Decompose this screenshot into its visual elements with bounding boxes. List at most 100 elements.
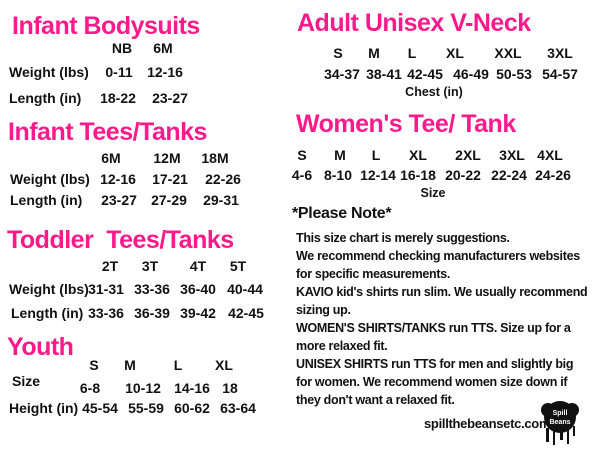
logo-splat-icon: Spill Beans	[541, 401, 579, 445]
size-header: M	[124, 357, 136, 373]
womens-shirts-label: WOMEN'S SHIRTS/TANKS	[296, 321, 446, 335]
note-line: more relaxed fit.	[296, 339, 388, 353]
website-link[interactable]: spillthebeansetc.com	[424, 416, 551, 431]
cell: 46-49	[453, 66, 489, 82]
cell: 0-11	[105, 64, 133, 80]
cell: 40-44	[227, 281, 263, 297]
size-header: 2T	[101, 258, 119, 274]
cell: 27-29	[151, 192, 187, 208]
cell: 23-27	[152, 90, 188, 106]
size-header: 12M	[153, 150, 181, 166]
note-line: they don't want a relaxed fit.	[296, 393, 455, 407]
cell: 12-14	[360, 167, 396, 183]
size-header: 3XL	[547, 45, 573, 61]
size-header: M	[368, 45, 380, 61]
cell: 63-64	[220, 400, 256, 416]
size-header: 18M	[201, 150, 229, 166]
svg-text:Beans: Beans	[549, 419, 570, 426]
size-header: 6M	[153, 40, 173, 56]
cell: 36-39	[134, 305, 170, 321]
size-header: M	[334, 147, 346, 163]
size-header: S	[297, 147, 307, 163]
svg-text:Spill: Spill	[553, 410, 568, 417]
cell: 22-24	[491, 167, 527, 183]
size-header: L	[371, 147, 381, 163]
row-label: Weight (lbs)	[9, 281, 89, 297]
cell: 4-6	[291, 167, 313, 183]
row-label: Length (in)	[9, 90, 82, 106]
row-label: Length (in)	[11, 305, 84, 321]
size-header: S	[333, 45, 343, 61]
note-text: run TTS. Size up for a	[445, 321, 571, 335]
youth-title: Youth	[7, 333, 74, 361]
cell: 31-31	[88, 281, 124, 297]
note-heading: *Please Note*	[292, 205, 392, 222]
size-header: XL	[215, 357, 233, 373]
cell: 54-57	[542, 66, 578, 82]
row-label: Size	[12, 373, 41, 389]
cell: 33-36	[88, 305, 124, 321]
size-header: XXL	[494, 45, 522, 61]
size-header: 6M	[101, 150, 121, 166]
cell: 18	[222, 380, 238, 396]
cell: 12-16	[147, 64, 183, 80]
cell: 18-22	[100, 90, 136, 106]
adult-unisex-title: Adult Unisex V-Neck	[297, 9, 531, 37]
cell: 6-8	[79, 380, 101, 396]
cell: 42-45	[228, 305, 264, 321]
size-caption: Size	[420, 186, 446, 200]
cell: 17-21	[152, 171, 188, 187]
size-header: XL	[446, 45, 464, 61]
unisex-shirts-label: UNISEX SHIRTS	[296, 357, 388, 371]
cell: 16-18	[400, 167, 436, 183]
cell: 39-42	[180, 305, 216, 321]
cell: 60-62	[174, 400, 210, 416]
cell: 22-26	[205, 171, 241, 187]
chest-caption: Chest (in)	[405, 85, 463, 99]
note-text: run TTS for men and slightly big	[387, 357, 574, 371]
cell: 8-10	[323, 167, 353, 183]
note-line: We recommend checking manufacturers webs…	[296, 249, 580, 263]
spill-the-beans-logo: Spill Beans	[540, 400, 580, 446]
cell: 23-27	[101, 192, 137, 208]
cell: 14-16	[174, 380, 210, 396]
toddler-tees-title: Toddler Tees/Tanks	[7, 226, 234, 254]
cell: 33-36	[134, 281, 170, 297]
row-label: Weight (lbs)	[9, 64, 89, 80]
size-header: 4T	[189, 258, 207, 274]
row-label: Height (in)	[9, 400, 79, 416]
cell: 45-54	[82, 400, 118, 416]
row-label: Weight (lbs)	[10, 171, 90, 187]
note-line: WOMEN'S SHIRTS/TANKS run TTS. Size up fo…	[296, 321, 571, 335]
note-line: This size chart is merely suggestions.	[296, 231, 510, 245]
size-header: L	[173, 357, 183, 373]
cell: 38-41	[366, 66, 402, 82]
size-header: S	[89, 357, 99, 373]
size-header: 3T	[141, 258, 159, 274]
cell: 50-53	[496, 66, 532, 82]
cell: 42-45	[407, 66, 443, 82]
note-line: KAVIO kid's shirts run slim. We usually …	[296, 285, 588, 299]
cell: 24-26	[535, 167, 571, 183]
cell: 34-37	[324, 66, 360, 82]
cell: 36-40	[180, 281, 216, 297]
size-header: XL	[409, 147, 427, 163]
womens-tee-title: Women's Tee/ Tank	[296, 110, 516, 138]
cell: 29-31	[203, 192, 239, 208]
cell: 20-22	[445, 167, 481, 183]
cell: 12-16	[100, 171, 136, 187]
infant-bodysuits-title: Infant Bodysuits	[12, 12, 200, 40]
row-label: Length (in)	[10, 192, 83, 208]
infant-tees-title: Infant Tees/Tanks	[8, 118, 207, 146]
cell: 10-12	[125, 380, 161, 396]
size-header: 5T	[229, 258, 247, 274]
size-header: NB	[111, 40, 133, 56]
note-line: sizing up.	[296, 303, 351, 317]
cell: 55-59	[128, 400, 164, 416]
note-line: for specific measurements.	[296, 267, 451, 281]
size-header: 2XL	[455, 147, 481, 163]
size-header: 3XL	[499, 147, 525, 163]
size-header: L	[407, 45, 417, 61]
brand-kavio: KAVIO	[296, 285, 334, 299]
size-header: 4XL	[537, 147, 563, 163]
